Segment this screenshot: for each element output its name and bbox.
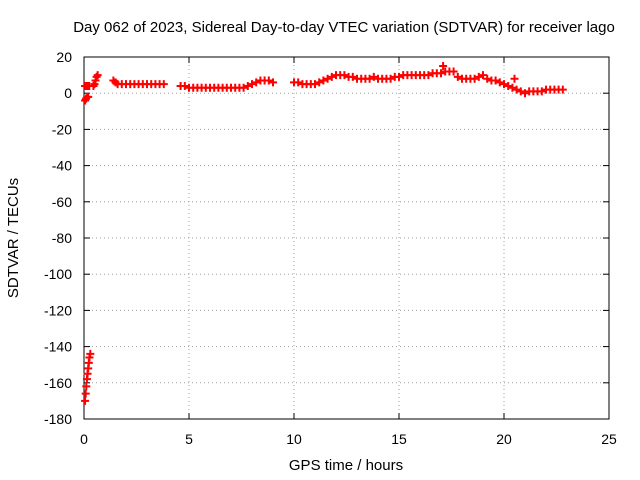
y-tick-label: -80 [52,230,72,246]
x-tick-label: 10 [286,431,302,447]
data-point [81,389,90,398]
data-point [252,78,261,87]
data-point [495,78,504,87]
data-point [483,74,492,83]
x-axis-title: GPS time / hours [289,457,403,474]
data-point [180,81,189,90]
data-point [437,69,445,78]
data-point [319,76,328,85]
data-point [504,81,513,90]
data-point [369,72,378,81]
data-point [537,87,546,96]
data-point [512,85,521,94]
data-point [82,382,91,391]
data-point [521,89,529,98]
y-tick-label: -100 [44,266,72,282]
y-tick-label: -160 [44,375,72,391]
data-point [474,72,483,81]
data-point [243,81,252,90]
data-point [239,83,248,92]
data-point [84,92,93,101]
x-tick-label: 20 [496,431,512,447]
data-point [424,71,433,80]
data-point [159,80,168,89]
data-point [323,74,332,83]
plot-frame [83,56,610,420]
chart-title: Day 062 of 2023, Sidereal Day-to-day VTE… [73,19,615,36]
y-tick-label: -20 [52,121,72,137]
data-point [365,74,374,83]
y-tick-label: 20 [56,49,72,65]
axis-ticks: 0 5 10 15 20 25 -180 -160 -140 -120 -100 -80 -60 -40 -… [44,49,617,447]
data-point [93,71,102,80]
data-point [294,78,303,87]
data-point [386,74,395,83]
data-point [248,80,256,89]
y-tick-label: -40 [52,158,72,174]
data-point [439,62,448,71]
data-point [315,78,324,87]
x-tick-label: 0 [80,431,88,447]
data-point [327,72,336,81]
data-point [516,87,525,96]
data-point [470,74,479,83]
data-point [558,85,567,94]
y-tick-label: -120 [44,302,72,318]
data-point [479,71,487,80]
x-tick-label: 15 [391,431,407,447]
data-point [508,83,517,92]
data-point [86,349,95,358]
x-tick-label: 25 [601,431,617,447]
y-tick-label: -140 [44,339,72,355]
y-tick-label: -60 [52,194,72,210]
data-point [449,67,458,76]
data-point [348,72,357,81]
x-tick-label: 5 [185,431,193,447]
y-tick-label: 0 [64,85,72,101]
data-point [500,80,508,89]
data-point [311,80,319,89]
data-series [81,62,567,405]
data-point [395,72,403,81]
y-axis-title: SDTVAR / TECUs [5,178,22,298]
grid [84,57,609,419]
data-point [340,71,349,80]
data-point [264,76,273,85]
data-point [269,78,277,87]
y-tick-label: -180 [44,411,72,427]
data-point [510,74,519,83]
data-point [81,396,90,405]
data-point [453,72,462,81]
data-point [491,76,500,85]
